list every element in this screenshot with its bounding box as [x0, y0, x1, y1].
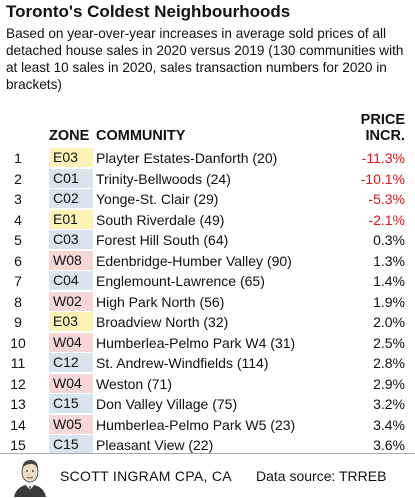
community-cell: St. Andrew-Windfields (114)	[96, 355, 269, 371]
community-cell: Don Valley Village (75)	[96, 396, 238, 412]
table-row: 8 W02 High Park North (56) 1.9%	[0, 291, 415, 313]
zone-cell: C15	[49, 435, 93, 454]
rank-cell: 15	[10, 437, 26, 453]
footer-divider	[0, 453, 415, 454]
price-increase-cell: -2.1%	[368, 211, 405, 228]
rank-cell: 6	[14, 252, 22, 269]
rank-cell: 13	[10, 396, 26, 412]
price-increase-cell: 2.9%	[373, 375, 405, 392]
price-increase-cell: -10.1%	[360, 170, 405, 187]
zone-cell: W08	[49, 250, 93, 270]
table-row: 3 C02 Yonge-St. Clair (29) -5.3%	[0, 189, 415, 210]
community-cell: Englemount-Lawrence (65)	[96, 273, 265, 289]
price-increase-cell: 2.0%	[373, 314, 405, 330]
ranking-table: 1 E03 Playter Estates-Danforth (20) -11.3% 2…	[0, 148, 415, 456]
rank-cell: 14	[10, 416, 26, 433]
community-cell: Pleasant View (22)	[96, 437, 214, 453]
rank-cell: 12	[10, 375, 26, 392]
community-cell: High Park North (56)	[96, 293, 225, 310]
table-row: 5 C03 Forest Hill South (64) 0.3%	[0, 230, 415, 251]
author-credit: SCOTT INGRAM CPA, CA	[60, 468, 232, 484]
rank-cell: 5	[14, 232, 22, 248]
zone-cell: W05	[49, 414, 93, 434]
price-header-line2: INCR.	[365, 128, 405, 144]
column-header-price-increase: PRICE INCR.	[361, 112, 405, 144]
table-row: 2 C01 Trinity-Bellwoods (24) -10.1%	[0, 168, 415, 190]
table-row: 13 C15 Don Valley Village (75) 3.2%	[0, 394, 415, 415]
price-increase-cell: 1.9%	[373, 293, 405, 310]
table-row: 6 W08 Edenbridge-Humber Valley (90) 1.3%	[0, 250, 415, 272]
zone-cell: W04	[49, 332, 93, 352]
zone-cell: E03	[49, 312, 93, 331]
rank-cell: 8	[14, 293, 22, 310]
price-increase-cell: 3.4%	[373, 416, 405, 433]
rank-cell: 7	[14, 273, 22, 289]
price-increase-cell: 1.4%	[373, 273, 405, 289]
zone-cell: C04	[49, 271, 93, 290]
zone-cell: E03	[49, 148, 93, 167]
price-header-line1: PRICE	[360, 112, 405, 128]
price-increase-cell: -5.3%	[368, 191, 405, 207]
rank-cell: 9	[14, 314, 22, 330]
rank-cell: 4	[14, 211, 22, 228]
chart-title: Toronto's Coldest Neighbourhoods	[6, 2, 291, 21]
data-source: Data source: TRREB	[256, 468, 387, 484]
zone-cell: W04	[49, 373, 93, 393]
zone-cell: C15	[49, 394, 93, 413]
table-row: 1 E03 Playter Estates-Danforth (20) -11.3%	[0, 148, 415, 169]
table-row: 10 W04 Humberlea-Pelmo Park W4 (31) 2.5%	[0, 332, 415, 354]
community-cell: Humberlea-Pelmo Park W4 (31)	[96, 334, 296, 351]
community-cell: Playter Estates-Danforth (20)	[96, 150, 278, 166]
table-row: 9 E03 Broadview North (32) 2.0%	[0, 312, 415, 333]
community-cell: Yonge-St. Clair (29)	[96, 191, 219, 207]
table-row: 11 C12 St. Andrew-Windfields (114) 2.8%	[0, 353, 415, 374]
table-row: 12 W04 Weston (71) 2.9%	[0, 373, 415, 395]
author-portrait-icon	[8, 457, 52, 497]
community-cell: Humberlea-Pelmo Park W5 (23)	[96, 416, 296, 433]
price-increase-cell: -11.3%	[361, 150, 405, 166]
table-row: 15 C15 Pleasant View (22) 3.6%	[0, 435, 415, 456]
price-increase-cell: 3.2%	[373, 396, 405, 412]
rank-cell: 11	[10, 355, 26, 371]
community-cell: Weston (71)	[96, 375, 172, 392]
community-cell: Trinity-Bellwoods (24)	[96, 170, 231, 187]
rank-cell: 1	[14, 150, 22, 166]
price-increase-cell: 2.5%	[373, 334, 405, 351]
rank-cell: 10	[10, 334, 26, 351]
zone-cell: C12	[49, 353, 93, 372]
rank-cell: 2	[14, 170, 22, 187]
table-row: 14 W05 Humberlea-Pelmo Park W5 (23) 3.4%	[0, 414, 415, 436]
community-cell: South Riverdale (49)	[96, 211, 225, 228]
column-header-community: COMMUNITY	[96, 128, 186, 144]
community-cell: Broadview North (32)	[96, 314, 229, 330]
zone-cell: C01	[49, 168, 93, 188]
table-row: 7 C04 Englemount-Lawrence (65) 1.4%	[0, 271, 415, 292]
column-header-zone: ZONE	[49, 128, 90, 144]
rank-cell: 3	[14, 191, 22, 207]
price-increase-cell: 2.8%	[373, 355, 405, 371]
zone-cell: C03	[49, 230, 93, 249]
price-increase-cell: 1.3%	[373, 252, 405, 269]
zone-cell: E01	[49, 209, 93, 229]
table-row: 4 E01 South Riverdale (49) -2.1%	[0, 209, 415, 231]
zone-cell: C02	[49, 189, 93, 208]
price-increase-cell: 3.6%	[373, 437, 405, 453]
chart-subtitle: Based on year-over-year increases in ave…	[6, 26, 404, 92]
price-increase-cell: 0.3%	[373, 232, 405, 248]
community-cell: Edenbridge-Humber Valley (90)	[96, 252, 292, 269]
community-cell: Forest Hill South (64)	[96, 232, 229, 248]
zone-cell: W02	[49, 291, 93, 311]
